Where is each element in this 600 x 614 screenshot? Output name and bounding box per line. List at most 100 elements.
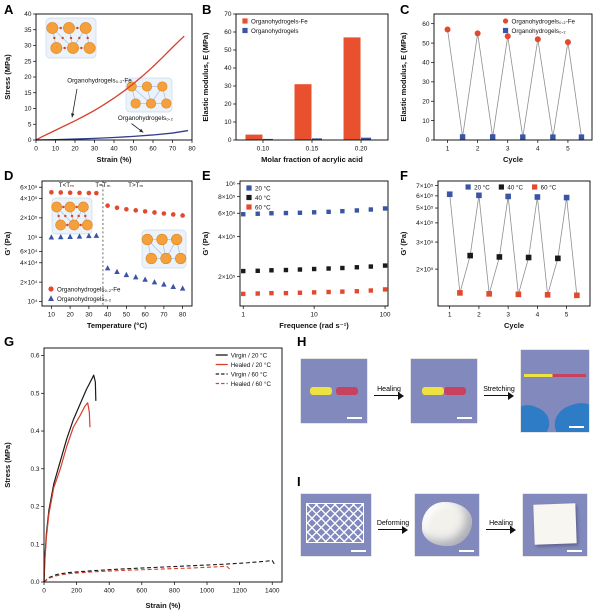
- svg-text:4: 4: [536, 146, 540, 153]
- svg-text:4×10⁵: 4×10⁵: [218, 234, 236, 241]
- svg-text:70: 70: [160, 312, 168, 319]
- svg-text:Virgin / 60 °C: Virgin / 60 °C: [231, 371, 268, 378]
- scale-bar: [351, 549, 366, 552]
- svg-text:Healed / 20 °C: Healed / 20 °C: [231, 362, 272, 369]
- panel-c: C 1 2 3 4 5 0 10 20 30 40 50 60 Cycle Elastic modulus…: [398, 2, 598, 166]
- svg-text:50: 50: [130, 146, 138, 153]
- svg-text:40 °C: 40 °C: [255, 195, 271, 202]
- svg-text:60: 60: [224, 29, 232, 36]
- arrow-right-icon: [484, 392, 514, 399]
- stretching-step: Stretching: [481, 385, 517, 399]
- svg-text:10⁴: 10⁴: [27, 299, 37, 306]
- svg-text:40: 40: [110, 146, 118, 153]
- svg-text:3: 3: [506, 312, 510, 319]
- svg-text:6×10⁵: 6×10⁵: [416, 193, 434, 200]
- svg-text:T<Tₘ: T<Tₘ: [59, 182, 74, 189]
- svg-text:Stress (MPa): Stress (MPa): [3, 54, 12, 100]
- svg-text:2×10⁵: 2×10⁵: [218, 274, 236, 281]
- svg-text:0.15: 0.15: [306, 146, 319, 153]
- svg-text:100: 100: [380, 312, 391, 319]
- svg-text:80: 80: [188, 146, 196, 153]
- svg-text:40: 40: [224, 65, 232, 72]
- svg-text:4×10⁵: 4×10⁵: [20, 196, 38, 203]
- svg-text:1000: 1000: [200, 588, 215, 595]
- svg-text:60: 60: [142, 312, 150, 319]
- panel-g: G 0 200 400 600 800 1000 1200 1400 0.0 0.1 0.2 0.3 0…: [2, 334, 292, 612]
- panel-e: E 1 10 100 2×10⁵ 4×10⁵ 6×10⁵ 8×10⁵ 10⁶ Frequence…: [200, 168, 396, 332]
- chart-gprime-temperature: 10 20 30 40 50 60 70 80 10⁴ 2×10⁴ 4×10⁴ 6×10⁴ 10⁵ 2×1…: [3, 180, 193, 330]
- svg-text:Organohydrogels₀.₂: Organohydrogels₀.₂: [512, 28, 567, 35]
- svg-text:Stress (MPa): Stress (MPa): [3, 442, 12, 488]
- svg-text:30: 30: [85, 312, 93, 319]
- svg-text:50: 50: [123, 312, 131, 319]
- svg-text:20: 20: [71, 146, 79, 153]
- svg-text:60: 60: [149, 146, 157, 153]
- svg-text:0: 0: [42, 588, 46, 595]
- svg-text:G' (Pa): G' (Pa): [399, 231, 408, 255]
- arrow-right-icon: [378, 526, 408, 533]
- step-label: Healing: [377, 385, 401, 393]
- svg-text:10: 10: [24, 106, 32, 113]
- scale-bar: [347, 416, 362, 419]
- svg-text:0: 0: [426, 137, 430, 144]
- svg-text:Organohydrogels₀.₂-Fe: Organohydrogels₀.₂-Fe: [512, 18, 576, 25]
- svg-text:Cycle: Cycle: [503, 155, 523, 164]
- svg-text:10: 10: [224, 119, 232, 126]
- healing-photo-sequence: Healing Stretching: [301, 350, 589, 432]
- svg-text:30: 30: [422, 79, 430, 86]
- panel-label-c: C: [400, 2, 410, 17]
- svg-text:25: 25: [24, 58, 32, 65]
- scale-bar: [567, 549, 582, 552]
- svg-text:Organohydrogels₀.₂-Fe: Organohydrogels₀.₂-Fe: [57, 286, 121, 293]
- svg-text:10⁵: 10⁵: [28, 234, 38, 241]
- photo-healed-film: [523, 494, 587, 556]
- svg-text:7×10⁵: 7×10⁵: [416, 183, 434, 190]
- photo-rods-separated: [301, 359, 367, 423]
- svg-text:2×10⁵: 2×10⁵: [416, 266, 434, 273]
- svg-text:Cycle: Cycle: [504, 321, 524, 330]
- svg-text:30: 30: [224, 83, 232, 90]
- svg-text:2×10⁴: 2×10⁴: [20, 279, 38, 286]
- chart-stress-strain-healing: 0 200 400 600 800 1000 1200 1400 0.0 0.1 0.2 0.3 0.4…: [3, 347, 283, 610]
- svg-text:3: 3: [506, 146, 510, 153]
- svg-text:0.3: 0.3: [30, 466, 39, 473]
- svg-text:1400: 1400: [265, 588, 280, 595]
- svg-text:200: 200: [71, 588, 82, 595]
- svg-text:600: 600: [136, 588, 147, 595]
- svg-text:Temperature (°C): Temperature (°C): [87, 321, 148, 330]
- deform-heal-photo-sequence: Deforming Healing: [301, 494, 587, 556]
- svg-text:0.2: 0.2: [30, 504, 39, 511]
- panel-h: H Healing Stretching: [295, 334, 598, 472]
- chart-modulus-bars: 0.10 0.15 0.20 0 10 20 30 40 50 60 70 Molar fractio…: [201, 11, 389, 164]
- svg-text:0.20: 0.20: [355, 146, 368, 153]
- svg-text:Organohydrogels: Organohydrogels: [251, 28, 298, 35]
- svg-text:10: 10: [52, 146, 60, 153]
- svg-text:60 °C: 60 °C: [255, 204, 271, 211]
- deforming-step: Deforming: [375, 520, 411, 533]
- svg-text:Organohydrogels₀.₂-Fe: Organohydrogels₀.₂-Fe: [67, 78, 132, 85]
- panel-label-b: B: [202, 2, 212, 17]
- svg-text:800: 800: [169, 588, 180, 595]
- panel-b: B 0.10 0.15 0.20 0 10 20 30 40 50 60 70 Molar fract…: [200, 2, 396, 166]
- svg-text:T>Tₘ: T>Tₘ: [128, 182, 143, 189]
- svg-text:5: 5: [566, 146, 570, 153]
- svg-text:2×10⁵: 2×10⁵: [20, 215, 38, 222]
- step-label: Stretching: [483, 385, 515, 393]
- panel-d: D 10 20 30 40 50 60 70 80 10⁴ 2×10⁴ 4×10⁴ 6×10⁴ 10⁵ 2…: [2, 168, 198, 332]
- svg-text:70: 70: [224, 11, 232, 18]
- svg-text:1: 1: [241, 312, 245, 319]
- svg-text:Elastic modulus, E (MPa): Elastic modulus, E (MPa): [201, 32, 210, 122]
- svg-text:Organohydrogels₀.₂: Organohydrogels₀.₂: [118, 115, 174, 122]
- svg-text:6×10⁵: 6×10⁵: [20, 184, 38, 191]
- glove-left: [521, 400, 554, 432]
- chart-gprime-cycles: 1 2 3 4 5 2×10⁵ 3×10⁵ 4×10⁵ 5×10⁵ 6×10⁵ 7×10⁵ Cycle…: [399, 180, 591, 330]
- crumpled-film: [422, 502, 472, 546]
- svg-text:2: 2: [477, 312, 481, 319]
- svg-text:10: 10: [48, 312, 56, 319]
- photo-rod-stretched: [521, 350, 589, 432]
- panel-a: A 0 10 20 30 40 50 60 70 80 0 5 10 15 20 25 30 35 40 Strai…: [2, 2, 198, 166]
- svg-text:Strain (%): Strain (%): [96, 155, 132, 164]
- panel-label-a: A: [4, 2, 14, 17]
